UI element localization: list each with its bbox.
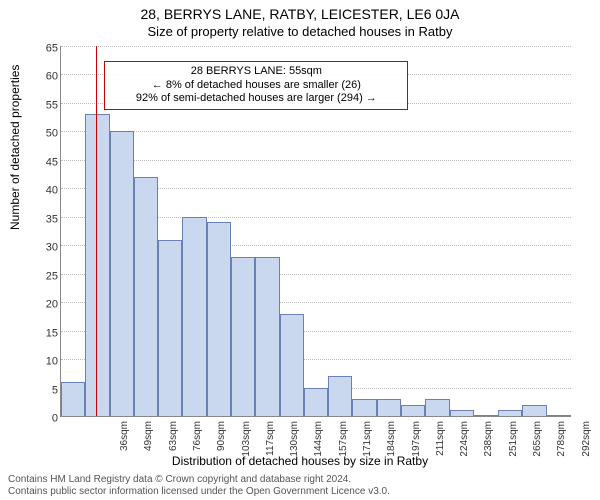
histogram-bar — [134, 177, 158, 416]
x-tick: 197sqm — [411, 421, 422, 471]
x-tick: 184sqm — [386, 421, 397, 471]
histogram-bar — [110, 131, 134, 416]
chart-container: { "title1": "28, BERRYS LANE, RATBY, LEI… — [0, 0, 600, 500]
histogram-bar — [474, 415, 498, 416]
y-tick: 5 — [40, 384, 58, 391]
annotation-line: 28 BERRYS LANE: 55sqm — [111, 65, 401, 79]
footer-line: Contains public sector information licen… — [8, 486, 390, 498]
y-tick: 35 — [40, 213, 58, 220]
y-tick: 15 — [40, 327, 58, 334]
chart-subtitle: Size of property relative to detached ho… — [0, 24, 600, 39]
histogram-bar — [182, 217, 206, 416]
y-tick: 45 — [40, 156, 58, 163]
histogram-bar — [255, 257, 279, 416]
histogram-bar — [328, 376, 352, 416]
histogram-bar — [85, 114, 109, 416]
page-title: 28, BERRYS LANE, RATBY, LEICESTER, LE6 0… — [0, 6, 600, 22]
gridline — [61, 131, 571, 132]
footer-line: Contains HM Land Registry data © Crown c… — [8, 474, 390, 486]
x-tick: 265sqm — [532, 421, 543, 471]
x-tick: 211sqm — [435, 421, 446, 471]
x-tick: 130sqm — [289, 421, 300, 471]
y-tick: 10 — [40, 356, 58, 363]
gridline — [61, 46, 571, 47]
x-tick: 224sqm — [459, 421, 470, 471]
annotation-line: 92% of semi-detached houses are larger (… — [111, 92, 401, 106]
histogram-bar — [61, 382, 85, 416]
histogram-bar — [304, 388, 328, 416]
histogram-bar — [401, 405, 425, 416]
x-tick: 157sqm — [338, 421, 349, 471]
x-tick: 90sqm — [216, 421, 227, 471]
y-tick: 0 — [40, 413, 58, 420]
histogram-bar — [207, 222, 231, 416]
histogram-bar — [547, 415, 571, 416]
y-tick: 60 — [40, 71, 58, 78]
x-tick: 103sqm — [241, 421, 252, 471]
y-tick: 55 — [40, 99, 58, 106]
y-tick: 20 — [40, 299, 58, 306]
y-axis-label: Number of detached properties — [8, 65, 22, 230]
y-tick: 50 — [40, 128, 58, 135]
y-tick: 65 — [40, 43, 58, 50]
x-tick: 117sqm — [265, 421, 276, 471]
x-tick: 171sqm — [362, 421, 373, 471]
footer-attribution: Contains HM Land Registry data © Crown c… — [8, 474, 390, 498]
x-tick: 238sqm — [483, 421, 494, 471]
x-tick: 63sqm — [168, 421, 179, 471]
gridline — [61, 160, 571, 161]
x-tick: 292sqm — [581, 421, 592, 471]
annotation-box: 28 BERRYS LANE: 55sqm← 8% of detached ho… — [104, 61, 408, 110]
histogram-bar — [352, 399, 376, 416]
x-tick: 251sqm — [508, 421, 519, 471]
histogram-bar — [498, 410, 522, 416]
reference-line — [96, 46, 97, 416]
histogram-bar — [425, 399, 449, 416]
x-tick: 36sqm — [119, 421, 130, 471]
histogram-bar — [450, 410, 474, 416]
histogram-bar — [377, 399, 401, 416]
histogram-bar — [158, 240, 182, 416]
histogram-bar — [280, 314, 304, 416]
histogram-bar — [231, 257, 255, 416]
y-tick: 30 — [40, 242, 58, 249]
histogram-bar — [522, 405, 546, 416]
annotation-line: ← 8% of detached houses are smaller (26) — [111, 79, 401, 93]
x-tick: 76sqm — [192, 421, 203, 471]
plot-area: 28 BERRYS LANE: 55sqm← 8% of detached ho… — [60, 46, 571, 417]
x-tick: 144sqm — [313, 421, 324, 471]
y-tick: 40 — [40, 185, 58, 192]
x-tick: 49sqm — [143, 421, 154, 471]
y-tick: 25 — [40, 270, 58, 277]
x-tick: 278sqm — [556, 421, 567, 471]
